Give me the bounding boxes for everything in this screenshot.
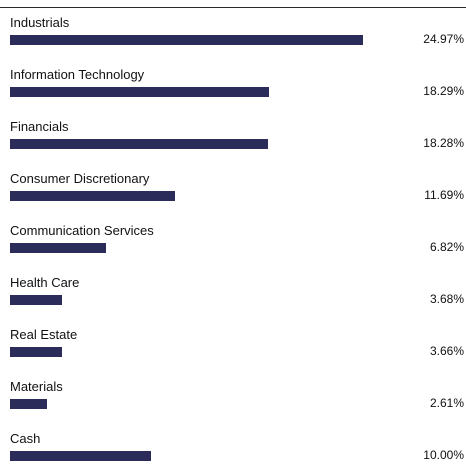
bar (10, 191, 175, 201)
bar (10, 243, 106, 253)
bar (10, 87, 269, 97)
bar-row: Real Estate 3.66% (0, 320, 466, 372)
value-label: 24.97% (423, 32, 464, 46)
category-label: Information Technology (10, 67, 145, 82)
bar-row: Communication Services 6.82% (0, 216, 466, 268)
category-label: Communication Services (10, 223, 154, 238)
top-rule (0, 7, 466, 8)
bar-row: Financials 18.28% (0, 112, 466, 164)
value-label: 10.00% (423, 448, 464, 462)
bar-row: Health Care 3.68% (0, 268, 466, 320)
value-label: 11.69% (424, 188, 464, 202)
category-label: Materials (10, 379, 63, 394)
value-label: 2.61% (429, 396, 464, 410)
sector-allocation-chart: Industrials 24.97% Information Technology 1… (0, 8, 466, 462)
bar-row: Materials 2.61% (0, 372, 466, 424)
bar (10, 347, 62, 357)
category-label: Health Care (10, 275, 80, 290)
bar (10, 139, 268, 149)
category-label: Cash (10, 431, 41, 446)
category-label: Real Estate (10, 327, 78, 342)
bar (10, 399, 47, 409)
category-label: Financials (10, 119, 69, 134)
bar-row: Cash 10.00% (0, 424, 466, 476)
bar-row: Consumer Discretionary 11.69% (0, 164, 466, 216)
value-label: 3.68% (429, 292, 464, 306)
bar (10, 295, 62, 305)
bar-row: Information Technology 18.29% (0, 60, 466, 112)
bar (10, 35, 363, 45)
value-label: 18.28% (423, 136, 464, 150)
category-label: Consumer Discretionary (10, 171, 150, 186)
value-label: 18.29% (423, 84, 464, 98)
bar-row: Industrials 24.97% (0, 8, 466, 60)
value-label: 6.82% (429, 240, 464, 254)
category-label: Industrials (10, 15, 70, 30)
value-label: 3.66% (429, 344, 464, 358)
bar (10, 451, 151, 461)
